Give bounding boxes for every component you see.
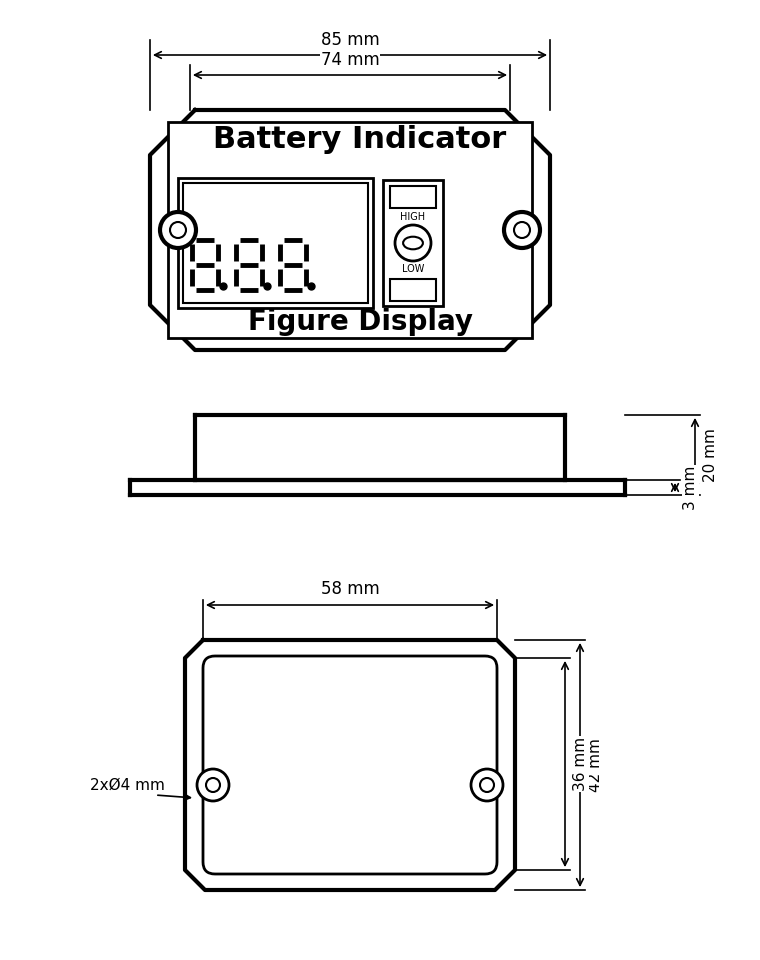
- Polygon shape: [150, 110, 550, 350]
- Bar: [168, 122, 532, 338]
- Text: 2xØ4 mm: 2xØ4 mm: [90, 778, 164, 793]
- Text: Battery Indicator: Battery Indicator: [214, 126, 507, 155]
- Circle shape: [170, 222, 186, 238]
- Circle shape: [480, 778, 494, 792]
- Text: HIGH: HIGH: [401, 212, 426, 222]
- FancyBboxPatch shape: [203, 656, 497, 874]
- Text: 74 mm: 74 mm: [321, 51, 379, 69]
- Text: 42 mm: 42 mm: [588, 738, 603, 792]
- Text: LOW: LOW: [402, 264, 424, 274]
- Circle shape: [514, 222, 530, 238]
- Ellipse shape: [403, 237, 423, 250]
- Text: 85 mm: 85 mm: [321, 31, 379, 49]
- Bar: [390, 279, 436, 301]
- Polygon shape: [185, 640, 515, 890]
- Text: 58 mm: 58 mm: [321, 580, 379, 598]
- Circle shape: [160, 212, 196, 248]
- Polygon shape: [130, 480, 625, 495]
- Text: 20 mm: 20 mm: [703, 428, 718, 482]
- Bar: [178, 178, 373, 308]
- Circle shape: [471, 769, 503, 801]
- Bar: [383, 180, 443, 306]
- Text: 36 mm: 36 mm: [573, 737, 588, 791]
- Bar: [390, 186, 436, 208]
- Text: Figure Display: Figure Display: [248, 308, 473, 336]
- Circle shape: [197, 769, 229, 801]
- Circle shape: [206, 778, 220, 792]
- Text: 3 mm: 3 mm: [683, 466, 698, 510]
- Bar: [183, 183, 368, 303]
- Circle shape: [395, 225, 431, 261]
- Polygon shape: [195, 415, 565, 480]
- Circle shape: [504, 212, 540, 248]
